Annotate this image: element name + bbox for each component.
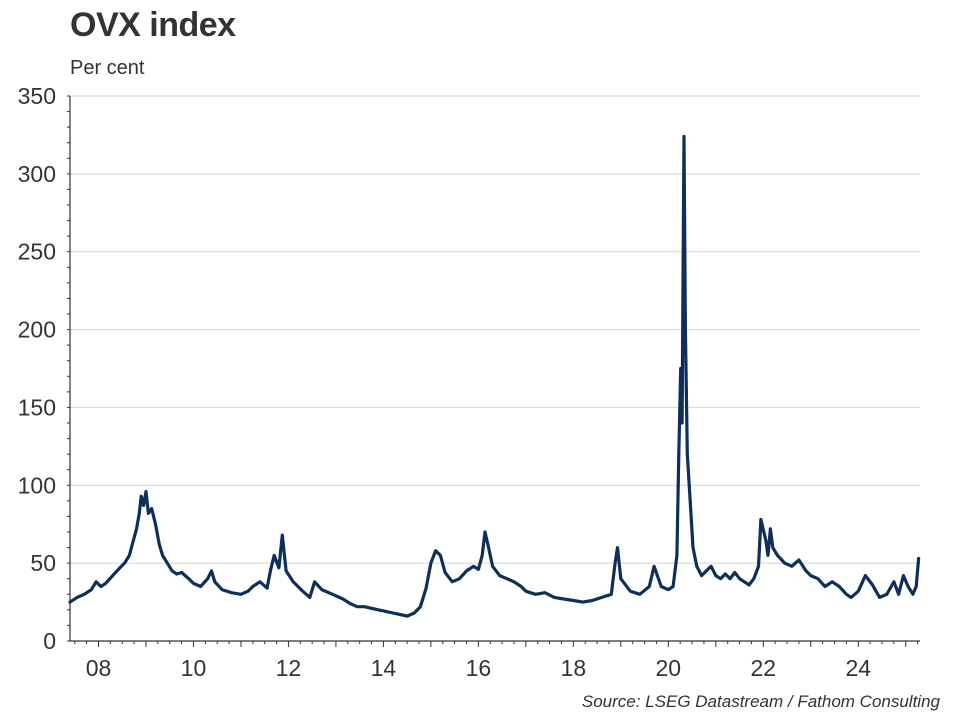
y-tick-label: 0	[43, 628, 56, 654]
x-tick-label: 16	[466, 655, 492, 681]
x-tick-label: 10	[181, 655, 207, 681]
x-tick-label: 14	[371, 655, 397, 681]
series-line	[68, 134, 921, 618]
y-tick-label: 100	[18, 472, 56, 498]
x-tick-label: 18	[561, 655, 587, 681]
y-tick-label: 200	[18, 317, 56, 343]
y-tick-label: 350	[18, 83, 56, 109]
source-note: Source: LSEG Datastream / Fathom Consult…	[581, 692, 940, 711]
tick-labels: 0 50 100 150 200 250 300 350 08 10 12 14 16 18 20 22 24	[18, 83, 872, 681]
y-tick-label: 250	[18, 239, 56, 265]
x-tick-label: 22	[750, 655, 776, 681]
grid-lines	[70, 95, 920, 564]
axes	[67, 95, 920, 647]
series-layer	[68, 134, 921, 618]
chart-subtitle: Per cent	[70, 57, 145, 79]
chart-title: OVX index	[70, 6, 236, 44]
x-tick-label: 12	[276, 655, 302, 681]
x-tick-label: 08	[86, 655, 112, 681]
x-tick-label: 20	[656, 655, 682, 681]
y-tick-label: 50	[30, 550, 56, 576]
x-tick-label: 24	[845, 655, 871, 681]
y-tick-label: 150	[18, 394, 56, 420]
y-tick-label: 300	[18, 161, 56, 187]
